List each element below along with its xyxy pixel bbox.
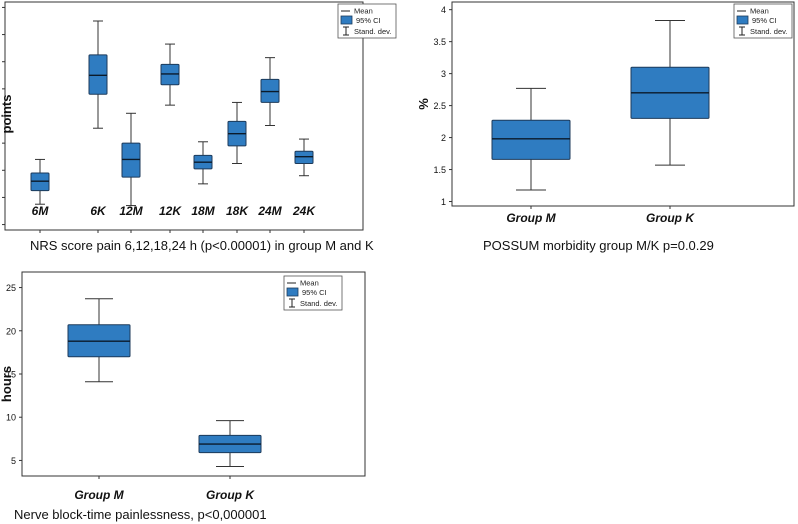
y-ticks: 5 10 15 20 25 <box>6 283 22 466</box>
x-tick-labels: Group M Group K <box>506 206 695 225</box>
plot-frame <box>4 1 364 231</box>
y-axis-label: points <box>0 95 14 134</box>
legend-ci-swatch <box>736 15 749 25</box>
legend-ci-label: 95% CI <box>752 16 777 25</box>
ci-box <box>491 119 571 160</box>
legend-mean-label: Mean <box>300 279 319 288</box>
box-item <box>491 87 571 191</box>
x-tick-label: 12M <box>119 204 143 218</box>
chart-possum: % 1 1.5 2 2.5 3 3.5 4 Group M Group K <box>416 1 795 225</box>
box-item <box>88 20 108 129</box>
box-item <box>260 57 280 126</box>
x-tick-label: 6K <box>90 204 107 218</box>
x-tick-label: 18M <box>191 204 215 218</box>
y-tick-label: 10 <box>6 413 16 423</box>
legend-mean-label: Mean <box>750 7 769 16</box>
y-ticks: -101234567 <box>2 6 5 226</box>
box-item <box>630 20 710 166</box>
y-tick-label: 25 <box>6 283 16 293</box>
x-tick-label: Group K <box>206 488 255 502</box>
chart-nrs-pain: points -101234567 6M 6K 12M 12K 18M 18K 24M 24K <box>0 1 364 233</box>
caption-chart2: POSSUM morbidity group M/K p=0.0.29 <box>483 238 714 253</box>
boxes <box>491 20 710 191</box>
caption-chart1: NRS score pain 6,12,18,24 h (p<0.00001) … <box>30 238 374 253</box>
x-tick-label: Group M <box>74 488 124 502</box>
y-tick-label: 2.5 <box>433 101 446 111</box>
x-tick-label: 6M <box>32 204 50 218</box>
x-tick-label: 24M <box>257 204 282 218</box>
box-item <box>30 158 50 205</box>
x-tick-label: 12K <box>159 204 182 218</box>
box-item <box>160 43 180 106</box>
box-item <box>121 112 141 207</box>
legend-sd-label: Stand. dev. <box>354 27 391 36</box>
boxes <box>30 20 314 207</box>
legend-ci-label: 95% CI <box>356 16 381 25</box>
x-tick-label: 24K <box>292 204 316 218</box>
x-tick-label: Group K <box>646 211 695 225</box>
y-tick-label: 3.5 <box>433 37 446 47</box>
x-tick-label: 18K <box>226 204 249 218</box>
y-tick-label: 1 <box>441 197 446 207</box>
y-axis-label: hours <box>0 366 14 402</box>
y-axis-label: % <box>416 98 431 110</box>
legend-mean-label: Mean <box>354 7 373 16</box>
y-tick-label: 3 <box>441 69 446 79</box>
x-tick-labels: 6M 6K 12M 12K 18M 18K 24M 24K <box>32 204 316 233</box>
y-ticks: 1 1.5 2 2.5 3 3.5 4 <box>433 5 452 207</box>
box-item <box>227 101 247 164</box>
x-tick-labels: Group M Group K <box>74 476 255 502</box>
y-tick-label: 4 <box>441 5 446 15</box>
x-tick-label: Group M <box>506 211 556 225</box>
y-tick-label: 1.5 <box>433 165 446 175</box>
box-item <box>198 420 262 467</box>
legend-ci-label: 95% CI <box>302 288 327 297</box>
y-tick-label: 2 <box>441 133 446 143</box>
boxes <box>67 298 262 467</box>
legend-sd-label: Stand. dev. <box>300 299 337 308</box>
legend-ci-swatch <box>286 287 299 297</box>
y-tick-label: 20 <box>6 326 16 336</box>
legend-ci-swatch <box>340 15 353 25</box>
caption-chart3: Nerve block-time painlessness, p<0,00000… <box>14 507 267 522</box>
box-item <box>193 141 213 185</box>
y-tick-label: 15 <box>6 370 16 380</box>
y-tick-label: 5 <box>11 456 16 466</box>
box-item <box>294 138 314 177</box>
legend-sd-label: Stand. dev. <box>750 27 787 36</box>
box-item <box>67 298 131 383</box>
